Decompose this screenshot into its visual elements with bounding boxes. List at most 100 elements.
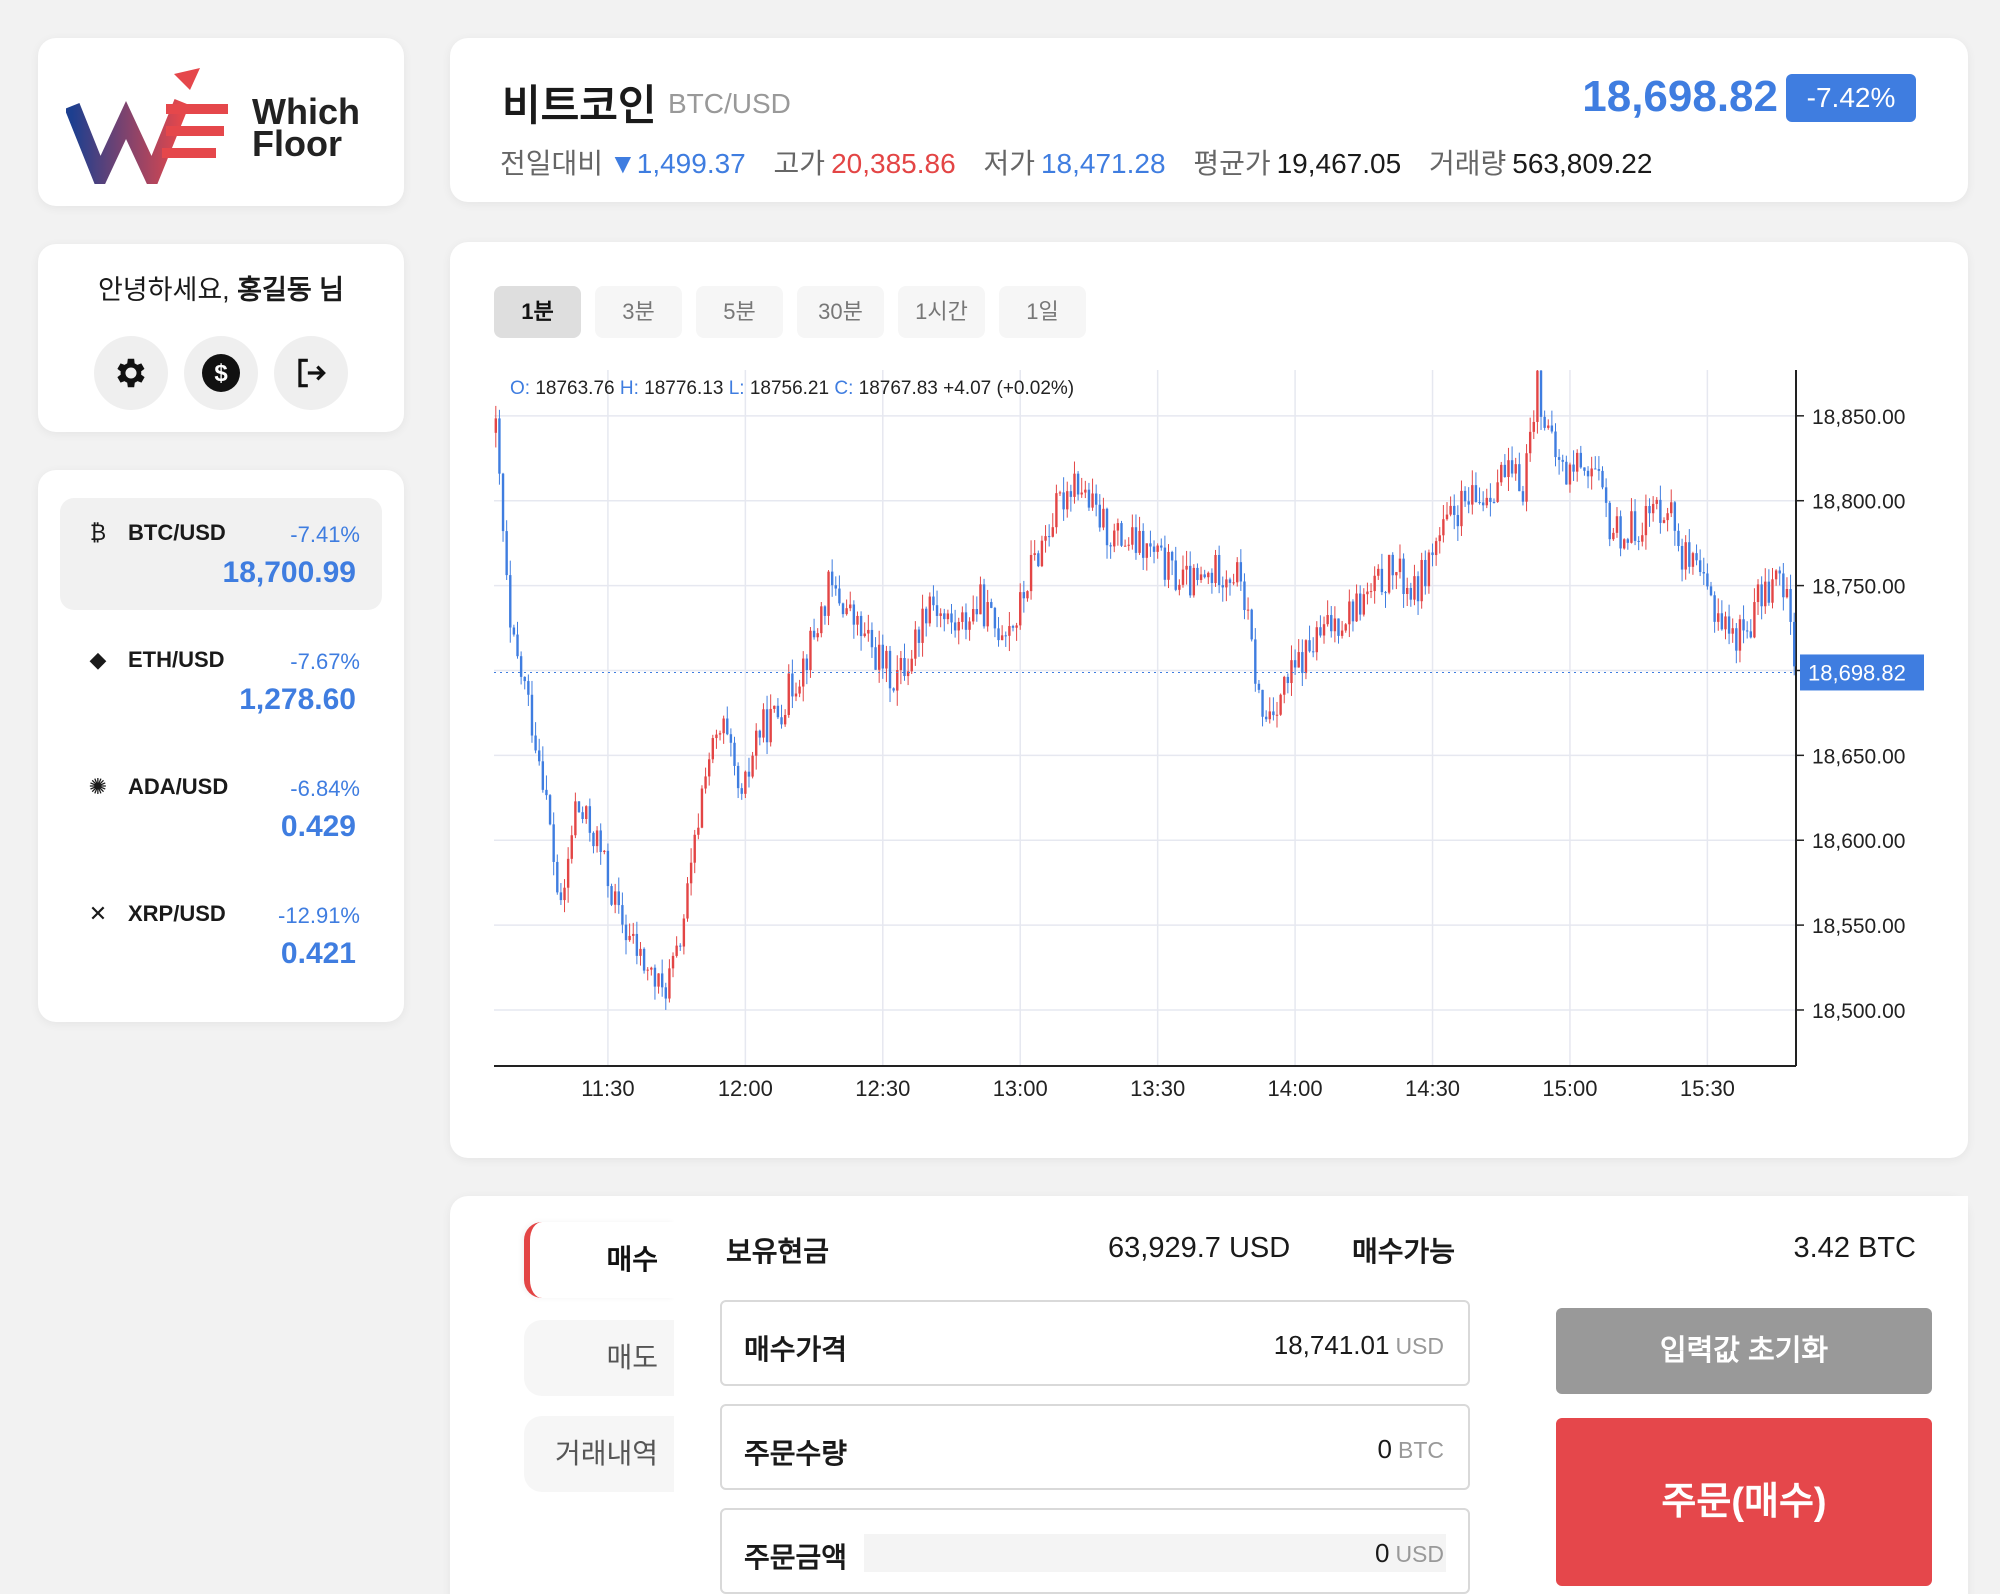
candle-body [689, 862, 693, 884]
candle-body [1225, 579, 1228, 588]
candle-body [939, 613, 942, 616]
candle-body [1438, 535, 1441, 542]
ohlc-l: 18756.21 [750, 378, 829, 399]
avg-value: 19,467.05 [1276, 148, 1402, 179]
candle-body [1315, 627, 1318, 653]
candle-body [617, 891, 620, 906]
candle-body [1402, 558, 1405, 594]
candle-body [1340, 630, 1344, 636]
candle-body [729, 734, 733, 743]
greeting-prefix: 안녕하세요, [97, 275, 238, 305]
candle-body [1189, 565, 1192, 596]
candle-body [1608, 502, 1611, 540]
candle-body [1232, 582, 1235, 584]
candle-body [1022, 592, 1026, 599]
candle-body [921, 608, 924, 643]
coin-price: 0.429 [280, 810, 356, 843]
coin-change: -6.84% [290, 776, 360, 801]
sell-tab[interactable]: 매도 [524, 1320, 674, 1396]
candle-body [1326, 615, 1329, 625]
candle-body [961, 612, 964, 622]
timeframe-tab[interactable]: 1분 [494, 286, 581, 338]
submit-buy-order-button[interactable]: 주문(매수) [1556, 1418, 1932, 1586]
candle-body [1406, 587, 1409, 594]
buy-price-field[interactable]: 매수가격 18,741.01 USD [720, 1300, 1470, 1386]
candle-body [1377, 568, 1380, 576]
history-tab[interactable]: 거래내역 [524, 1416, 674, 1492]
candle-body [707, 759, 711, 777]
logout-button[interactable] [274, 336, 348, 410]
candle-body [841, 603, 845, 615]
coin-pair: BTC/USD [668, 88, 791, 119]
candle-body [1543, 416, 1546, 428]
candle-body [646, 969, 649, 971]
candle-body [1536, 370, 1539, 422]
candle-body [1145, 543, 1149, 558]
coin-item[interactable]: ✕ XRP/USD -12.91% 0.421 [60, 879, 382, 991]
candle-body [1358, 593, 1362, 615]
coin-item[interactable]: ₿ BTC/USD -7.41% 18,700.99 [60, 498, 382, 610]
candle-body [993, 607, 997, 629]
candle-body [613, 891, 617, 905]
x-tick-label: 13:30 [1130, 1076, 1185, 1101]
timeframe-tab[interactable]: 30분 [797, 286, 884, 338]
candle-body [1196, 567, 1199, 580]
candle-body [675, 945, 678, 956]
candle-body [906, 671, 910, 677]
candle-body [849, 604, 852, 609]
candle-body [968, 621, 971, 630]
candle-body [794, 693, 798, 697]
candle-body [765, 709, 769, 743]
candle-body [585, 806, 588, 820]
quantity-field[interactable]: 주문수량 0 BTC [720, 1404, 1470, 1490]
low-value: 18,471.28 [1040, 148, 1166, 179]
candle-body [1727, 616, 1731, 634]
candle-body [1525, 453, 1528, 502]
candle-body [1756, 584, 1760, 603]
ohlc-c: 18767.83 [859, 378, 938, 399]
candle-body [1304, 640, 1308, 674]
settings-button[interactable] [94, 336, 168, 410]
candle-body [834, 585, 837, 589]
y-tick-label: 18,500.00 [1812, 1000, 1905, 1023]
coin-symbol: BTC/USD [128, 520, 226, 545]
candle-body [1084, 489, 1087, 493]
candle-body [1058, 492, 1062, 494]
candle-body [1521, 491, 1525, 502]
volume-label: 거래량 [1428, 148, 1507, 179]
candle-body [1749, 631, 1752, 638]
timeframe-tab[interactable]: 3분 [595, 286, 682, 338]
candle-body [867, 629, 870, 634]
reset-inputs-button[interactable]: 입력값 초기화 [1556, 1308, 1932, 1394]
amount-value: 0 [1374, 1538, 1390, 1568]
candle-body [1507, 460, 1510, 478]
coin-item[interactable]: ✺ ADA/USD -6.84% 0.429 [60, 752, 382, 864]
wallet-button[interactable]: $ [184, 336, 258, 410]
candle-body [1792, 621, 1796, 667]
candle-body [823, 606, 827, 616]
candle-body [1427, 552, 1431, 587]
candle-body [1293, 660, 1297, 668]
candle-body [975, 608, 979, 615]
buy-tab[interactable]: 매수 [524, 1222, 674, 1298]
candle-body [1709, 586, 1713, 596]
candle-body [642, 948, 646, 971]
candle-body [668, 968, 671, 999]
candle-body [1565, 461, 1568, 485]
candle-body [852, 604, 856, 625]
candle-body [820, 606, 823, 634]
timeframe-tab[interactable]: 5분 [696, 286, 783, 338]
timeframe-tab[interactable]: 1시간 [898, 286, 985, 338]
candle-body [1626, 539, 1630, 543]
candle-body [924, 608, 928, 624]
candle-body [1355, 593, 1358, 622]
candle-body [972, 608, 975, 622]
candle-body [957, 621, 960, 631]
timeframe-tab[interactable]: 1일 [999, 286, 1086, 338]
x-tick-label: 12:30 [855, 1076, 910, 1101]
candle-body [1623, 539, 1626, 549]
price-chart[interactable]: 18,850.0018,800.0018,750.0018,700.0018,6… [494, 370, 1934, 1110]
candle-body [1369, 591, 1373, 593]
candle-body [1109, 545, 1112, 547]
coin-item[interactable]: ◆ ETH/USD -7.67% 1,278.60 [60, 625, 382, 737]
